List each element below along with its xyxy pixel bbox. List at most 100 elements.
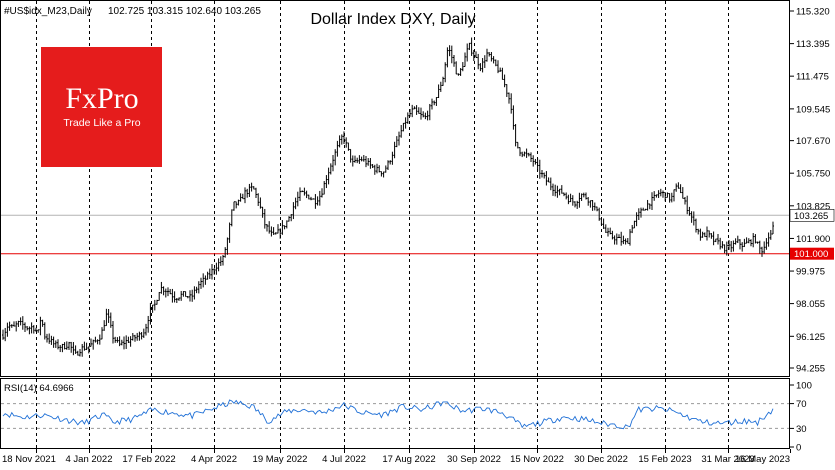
ohlc-bar [160,281,163,294]
ohlc-bar [752,233,755,248]
ohlc-bar [321,188,323,198]
ohlc-bar [571,195,574,206]
ohlc-bar [734,238,737,245]
rsi-axis: 100 70 30 0 [790,381,812,454]
ohlc-bar [730,240,733,253]
ohlc-bar [15,321,18,332]
ohlc-bar [428,103,431,121]
time-axis: 18 Nov 2021 4 Jan 2022 17 Feb 2022 4 Apr 20… [2,449,791,465]
ohlc-bar [448,45,451,57]
ohlc-bar [624,238,627,245]
price-axis-label: 107.670 [796,136,830,147]
symbol-info: #US$idx_M23,Daily [4,6,92,17]
ohlc-bar [395,136,398,148]
ohlc-bar [593,202,596,211]
price-axis-label: 101.900 [796,234,830,245]
ohlc-bar [211,263,213,280]
ohlc-bar [662,190,664,198]
current-price-box [789,209,835,222]
price-axis-label: 94.255 [796,364,825,375]
ohlc-bar [686,195,689,215]
ohlc-bar [459,68,462,76]
ohlc-bar [90,338,92,347]
ohlc-bar [303,187,306,196]
ohlc-bar [767,232,770,247]
price-axis-label: 98.055 [796,299,825,310]
ohlc-bar [147,315,150,333]
ohlc-bar [178,297,180,301]
ohlc-bar [329,163,332,175]
ohlc-bar [59,344,62,353]
logo-brand: FxPro [65,82,138,115]
ohlc-bar [695,218,697,233]
ohlc-bar [28,326,31,335]
ohlc-bar [323,181,326,195]
ohlc-bar [290,214,293,222]
ohlc-bar [39,316,42,336]
ohlc-bar [653,191,656,201]
rsi-label: RSI(14) 64.6966 [4,383,74,394]
ohlc-bar [376,163,378,174]
ohlc-bar [541,169,543,178]
ohlc-bar [244,187,246,204]
ohlc-bar [499,67,502,72]
ohlc-bar [230,209,233,227]
ohlc-bar [712,231,715,246]
rsi-axis-label: 30 [796,424,807,435]
ohlc-bar [510,93,513,114]
ohlc-bar [164,288,167,298]
ohlc-bar [206,271,209,280]
ohlc-bar [327,167,330,185]
ohlc-bar [266,224,268,232]
ohlc-bar [257,193,260,206]
ohlc-bar [769,229,772,240]
time-axis-label: 31 Mar 2023 [701,454,754,465]
ohlc-bar [116,337,119,343]
ohlc-bar [52,336,55,348]
ohlc-bar [679,184,682,194]
ohlc-bar [83,341,86,351]
ohlc-bar [494,59,497,67]
ohlc-bar [422,111,425,118]
ohlc-bar [600,218,603,226]
ohlc-bar [637,208,640,220]
ohlc-bar [640,207,642,218]
ohlc-bar [189,290,191,302]
ohlc-bar [626,238,629,244]
ohlc-bar [248,183,251,197]
ohlc-bar [690,211,693,223]
ohlc-bar [591,200,594,211]
ohlc-bar [215,262,218,275]
ohlc-bar [272,227,275,235]
ohlc-bar [424,112,427,120]
ohlc-bar [644,208,647,211]
ohlc-bar [109,312,112,328]
ohlc-bar [598,207,601,221]
ohlc-bar [162,286,165,296]
ohlc-bar [406,112,409,124]
ohlc-bar [343,131,345,145]
ohlc-bar [358,155,361,164]
ohlc-bar [398,131,400,146]
ohlc-bar [719,237,722,250]
ohlc-bar [32,325,35,334]
ohlc-bar [81,343,84,357]
ohlc-bar [347,142,350,151]
ohlc-bar [268,221,271,234]
level-price-label: 101.000 [794,249,828,260]
ohlc-bar [697,228,700,235]
ohlc-bar [659,188,662,197]
ohlc-bar [318,190,321,206]
ohlc-bar [145,323,147,336]
ohlc-bar [261,206,264,218]
ohlc-bar [120,339,123,346]
ohlc-bar [701,231,704,238]
ohlc-bar [728,239,730,250]
ohlc-bar [184,291,187,298]
ohlc-bar [127,336,130,343]
ohlc-bar [92,339,95,350]
price-axis-label: 113.395 [796,39,830,50]
ohlc-bar [98,334,101,345]
ohlc-bar [48,333,51,344]
